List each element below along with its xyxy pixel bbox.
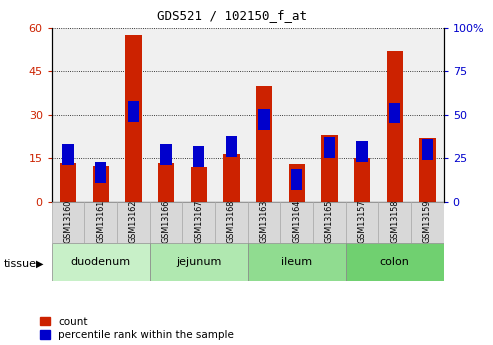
Bar <box>354 158 370 202</box>
Bar <box>160 144 172 165</box>
Bar <box>223 154 240 202</box>
Text: GSM13163: GSM13163 <box>259 200 269 243</box>
Bar <box>324 137 335 158</box>
Bar <box>52 202 84 243</box>
Text: GDS521 / 102150_f_at: GDS521 / 102150_f_at <box>157 9 307 22</box>
Bar <box>84 202 117 243</box>
Bar <box>313 202 346 243</box>
Bar <box>258 109 270 130</box>
Bar <box>52 243 150 281</box>
Bar <box>150 243 247 281</box>
Text: GSM13162: GSM13162 <box>129 200 138 243</box>
Text: GSM13160: GSM13160 <box>64 200 72 243</box>
Bar <box>158 162 174 202</box>
Text: GSM13161: GSM13161 <box>96 200 106 243</box>
Text: GSM13166: GSM13166 <box>162 200 171 243</box>
Bar <box>411 202 444 243</box>
Bar <box>389 102 400 124</box>
Text: GSM13165: GSM13165 <box>325 200 334 243</box>
Bar <box>281 202 313 243</box>
Bar <box>125 35 141 202</box>
Bar <box>95 162 106 183</box>
Text: GSM13159: GSM13159 <box>423 200 432 244</box>
Bar <box>182 202 215 243</box>
Text: duodenum: duodenum <box>70 257 131 267</box>
Bar <box>193 146 205 167</box>
Text: ▶: ▶ <box>35 259 43 269</box>
Text: tissue: tissue <box>4 259 37 269</box>
Text: GSM13157: GSM13157 <box>357 200 367 244</box>
Bar <box>346 243 444 281</box>
Bar <box>422 139 433 160</box>
Bar <box>191 167 207 202</box>
Bar <box>60 162 76 202</box>
Bar <box>63 144 74 165</box>
Text: GSM13164: GSM13164 <box>292 200 301 243</box>
Bar <box>346 202 378 243</box>
Bar <box>321 135 338 202</box>
Bar <box>215 202 247 243</box>
Bar <box>291 169 302 190</box>
Bar <box>378 202 411 243</box>
Bar <box>117 202 150 243</box>
Text: jejunum: jejunum <box>176 257 221 267</box>
Text: ileum: ileum <box>281 257 312 267</box>
Bar <box>419 138 435 202</box>
Bar <box>150 202 182 243</box>
Text: GSM13167: GSM13167 <box>194 200 203 243</box>
Text: colon: colon <box>380 257 410 267</box>
Bar <box>247 202 281 243</box>
Text: GSM13158: GSM13158 <box>390 200 399 243</box>
Bar <box>387 51 403 202</box>
Legend: count, percentile rank within the sample: count, percentile rank within the sample <box>40 317 234 340</box>
Bar <box>256 86 272 202</box>
Bar <box>128 101 139 122</box>
Bar <box>93 166 109 202</box>
Bar <box>288 164 305 202</box>
Text: GSM13168: GSM13168 <box>227 200 236 243</box>
Bar <box>356 141 368 162</box>
Bar <box>247 243 346 281</box>
Bar <box>226 137 237 157</box>
